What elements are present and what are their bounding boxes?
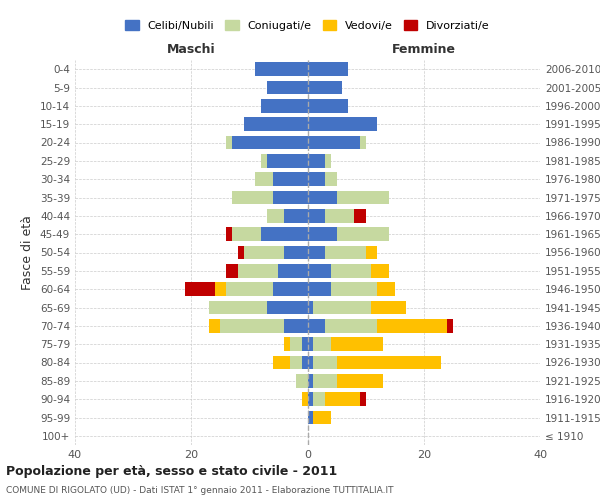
Bar	[308, 209, 325, 222]
Bar	[313, 392, 325, 406]
Bar	[325, 209, 354, 222]
Bar	[290, 338, 302, 351]
Bar	[313, 300, 371, 314]
Bar	[308, 282, 331, 296]
Bar	[308, 118, 377, 131]
Bar	[308, 338, 313, 351]
Bar	[284, 246, 308, 260]
Bar	[302, 356, 308, 370]
Bar	[325, 172, 337, 186]
Text: Popolazione per età, sesso e stato civile - 2011: Popolazione per età, sesso e stato civil…	[6, 464, 337, 477]
Bar	[284, 338, 290, 351]
Bar	[308, 374, 313, 388]
Bar	[325, 319, 377, 332]
Bar	[337, 190, 389, 204]
Bar	[308, 190, 337, 204]
Bar	[377, 282, 395, 296]
Text: COMUNE DI RIGOLATO (UD) - Dati ISTAT 1° gennaio 2011 - Elaborazione TUTTITALIA.I: COMUNE DI RIGOLATO (UD) - Dati ISTAT 1° …	[6, 486, 394, 495]
Bar	[232, 228, 261, 241]
Bar	[267, 209, 284, 222]
Bar	[377, 319, 447, 332]
Bar	[226, 228, 232, 241]
Bar	[261, 228, 308, 241]
Bar	[308, 410, 313, 424]
Bar	[284, 319, 308, 332]
Bar	[278, 264, 308, 278]
Bar	[226, 264, 238, 278]
Bar	[308, 136, 360, 149]
Bar	[308, 300, 313, 314]
Bar	[313, 356, 337, 370]
Bar	[331, 282, 377, 296]
Bar	[226, 282, 272, 296]
Bar	[354, 209, 365, 222]
Bar	[302, 338, 308, 351]
Bar	[267, 80, 308, 94]
Bar	[308, 62, 348, 76]
Bar	[371, 264, 389, 278]
Bar	[220, 319, 284, 332]
Bar	[308, 264, 331, 278]
Bar	[337, 228, 389, 241]
Bar	[261, 99, 308, 112]
Bar	[267, 154, 308, 168]
Bar	[261, 154, 267, 168]
Bar	[365, 246, 377, 260]
Bar	[272, 172, 308, 186]
Bar	[308, 154, 325, 168]
Bar	[360, 136, 365, 149]
Bar	[337, 374, 383, 388]
Bar	[337, 356, 441, 370]
Bar	[215, 282, 226, 296]
Bar	[302, 392, 308, 406]
Bar	[284, 209, 308, 222]
Bar	[360, 392, 365, 406]
Bar	[308, 356, 313, 370]
Bar	[308, 246, 325, 260]
Bar	[325, 154, 331, 168]
Bar	[308, 228, 337, 241]
Bar	[226, 136, 232, 149]
Y-axis label: Fasce di età: Fasce di età	[22, 215, 34, 290]
Bar	[244, 118, 308, 131]
Bar	[296, 374, 308, 388]
Bar	[267, 300, 308, 314]
Bar	[308, 99, 348, 112]
Bar	[290, 356, 302, 370]
Bar	[232, 136, 308, 149]
Bar	[331, 338, 383, 351]
Bar	[238, 264, 278, 278]
Bar	[185, 282, 215, 296]
Legend: Celibi/Nubili, Coniugati/e, Vedovi/e, Divorziati/e: Celibi/Nubili, Coniugati/e, Vedovi/e, Di…	[121, 16, 494, 35]
Bar	[371, 300, 406, 314]
Bar	[313, 374, 337, 388]
Bar	[308, 80, 343, 94]
Bar	[244, 246, 284, 260]
Bar	[447, 319, 453, 332]
Bar	[308, 172, 325, 186]
Bar	[272, 356, 290, 370]
Text: Maschi: Maschi	[167, 43, 215, 56]
Bar	[331, 264, 371, 278]
Bar	[272, 190, 308, 204]
Bar	[313, 410, 331, 424]
Bar	[209, 300, 267, 314]
Bar	[308, 319, 325, 332]
Bar	[238, 246, 244, 260]
Bar	[232, 190, 272, 204]
Bar	[325, 392, 360, 406]
Text: Femmine: Femmine	[392, 43, 456, 56]
Bar	[255, 172, 272, 186]
Bar	[313, 338, 331, 351]
Bar	[325, 246, 365, 260]
Bar	[308, 392, 313, 406]
Bar	[272, 282, 308, 296]
Bar	[209, 319, 220, 332]
Bar	[255, 62, 308, 76]
